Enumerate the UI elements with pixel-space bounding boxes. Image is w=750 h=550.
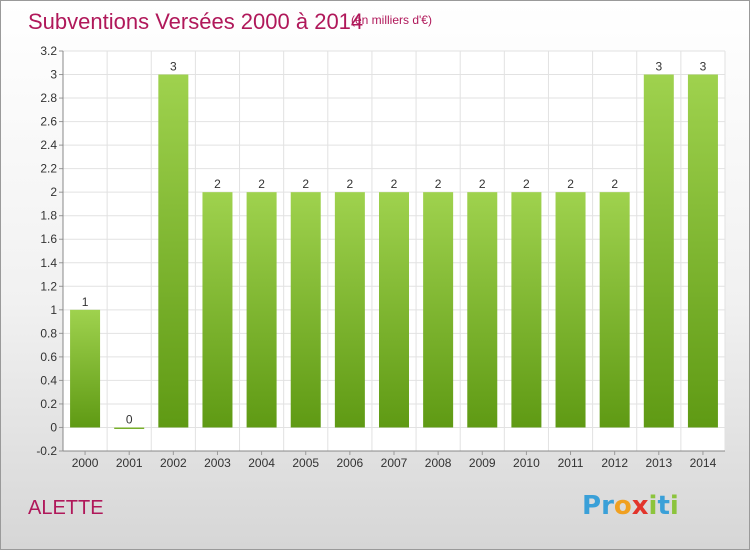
bar [158,74,189,428]
y-tick-label: 0 [50,420,57,434]
x-tick-label: 2009 [469,456,496,470]
bar [70,309,101,428]
proxiti-logo[interactable]: Proxiti [582,491,679,521]
data-label: 2 [435,177,442,191]
bar [246,192,277,428]
x-tick-label: 2005 [292,456,319,470]
y-tick-label: 1 [50,303,57,317]
data-label: 2 [391,177,398,191]
y-tick-label: 0.2 [40,397,57,411]
data-label: 2 [479,177,486,191]
y-tick-label: 1.8 [40,209,57,223]
bar [379,192,409,428]
commune-name: ALETTE [28,497,104,519]
y-tick-label: 2.8 [40,91,57,105]
bar [555,192,586,428]
x-tick-label: 2006 [337,456,364,470]
x-tick-label: 2002 [160,456,187,470]
y-tick-label: 2.4 [40,138,57,152]
logo-letter: P [582,491,602,521]
y-tick-label: 0.4 [40,373,57,387]
y-tick-label: 2 [50,185,57,199]
data-label: 3 [655,60,662,74]
logo-letter: t [657,491,670,521]
bar [643,74,674,428]
data-label: 2 [258,177,265,191]
y-tick-label: 3.2 [40,44,57,58]
bar [423,192,454,428]
chart-title: Subventions Versées 2000 à 2014 [28,9,364,34]
logo-letter: i [648,491,658,521]
data-label: 1 [82,295,89,309]
y-tick-label: 1.4 [40,256,57,270]
x-tick-label: 2000 [72,456,99,470]
y-tick-label: 0.8 [40,326,57,340]
bar [687,74,718,428]
x-tick-label: 2013 [645,456,672,470]
logo-letter: i [669,491,679,521]
x-tick-label: 2001 [116,456,143,470]
y-tick-label: 2.6 [40,115,57,129]
bar [511,192,542,428]
x-tick-label: 2012 [601,456,628,470]
data-label: 2 [611,177,618,191]
bar [334,192,365,428]
data-label: 0 [126,412,133,426]
bar [599,192,630,428]
y-tick-label: 3 [50,68,57,82]
bar [202,192,233,428]
bar [114,427,145,429]
x-tick-label: 2003 [204,456,231,470]
y-tick-label: 1.6 [40,232,57,246]
chart-subtitle: (en milliers d'€) [351,13,432,27]
y-tick-label: 0.6 [40,350,57,364]
data-label: 3 [700,60,707,74]
y-tick-label: -0.2 [36,444,57,458]
data-label: 2 [523,177,530,191]
x-tick-label: 2010 [513,456,540,470]
x-tick-label: 2007 [381,456,408,470]
logo-letter: r [601,491,614,521]
y-tick-label: 2.2 [40,162,57,176]
data-label: 2 [302,177,309,191]
x-tick-label: 2008 [425,456,452,470]
logo-letter: o [613,491,632,521]
bar [290,192,321,428]
bar [467,192,498,428]
data-label: 2 [347,177,354,191]
data-label: 2 [214,177,221,191]
y-tick-label: 1.2 [40,279,57,293]
data-label: 2 [567,177,574,191]
x-tick-label: 2004 [248,456,275,470]
x-tick-label: 2011 [558,456,584,470]
logo-letter: x [631,491,649,521]
data-label: 3 [170,60,177,74]
x-tick-label: 2014 [690,456,717,470]
